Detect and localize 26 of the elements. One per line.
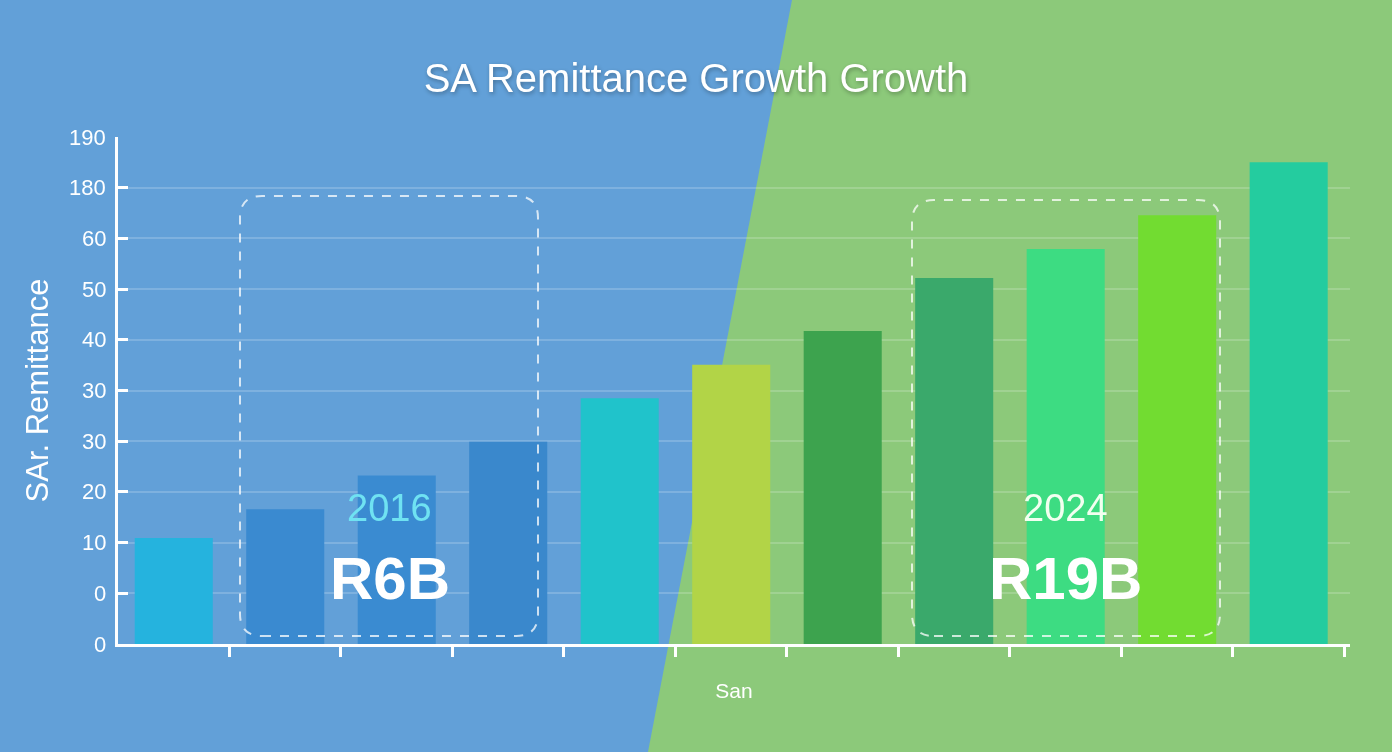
text: 30 [82, 378, 107, 403]
bar [580, 398, 659, 644]
text: 10 [82, 530, 107, 555]
bar [246, 509, 325, 644]
y-axis-title: SAr. Remittance [19, 278, 55, 503]
text: 20 [82, 479, 107, 504]
text: 30 [82, 429, 107, 454]
text: 0 [94, 581, 107, 606]
text: 50 [82, 277, 107, 302]
bar [803, 330, 882, 644]
annotation: 2016 [347, 487, 432, 529]
text: 40 [82, 327, 107, 352]
annotation: 2024 [1023, 487, 1108, 529]
bar [469, 441, 548, 644]
text: 180 [69, 175, 106, 200]
bar [692, 364, 771, 644]
bar [1138, 215, 1217, 644]
text: 190 [69, 125, 106, 150]
bar [134, 538, 213, 644]
bar [1249, 162, 1328, 644]
annotation: R6B [330, 545, 451, 612]
x-axis-title: San [715, 679, 753, 703]
annotation: R19B [989, 545, 1143, 612]
text: 0 [94, 632, 107, 657]
text: 60 [82, 226, 107, 251]
bar [915, 277, 994, 644]
